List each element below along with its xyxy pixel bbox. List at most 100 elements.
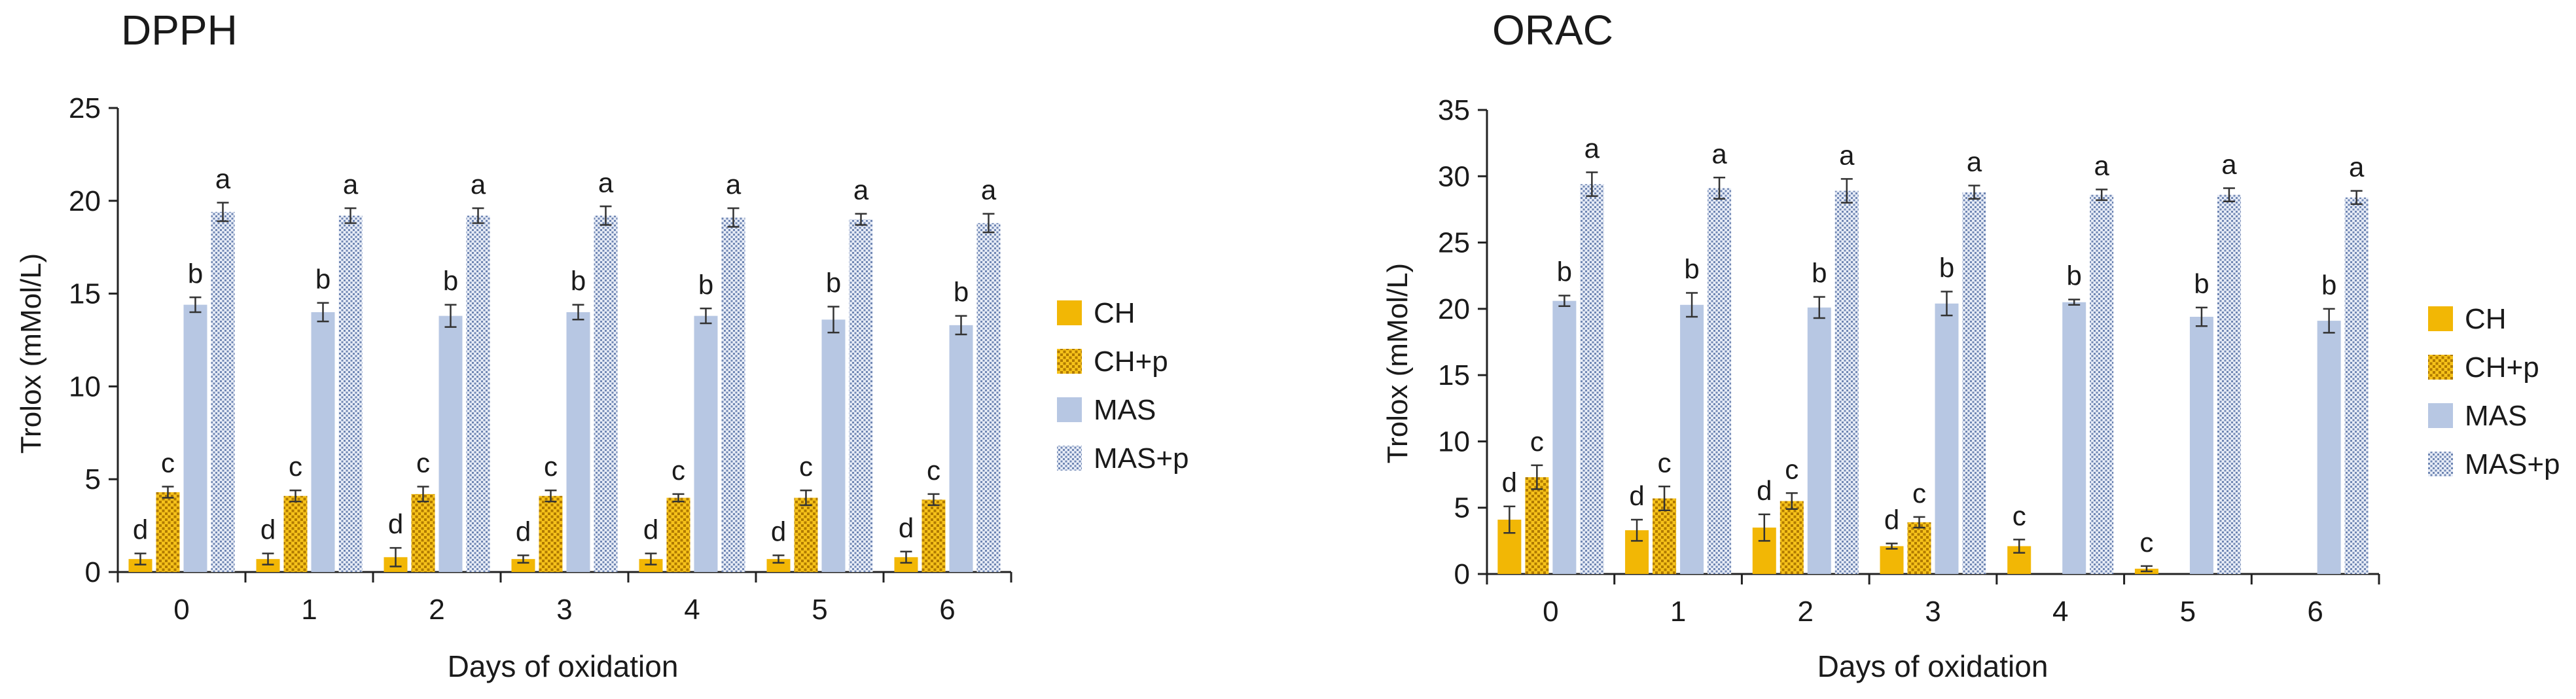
y-tick-label: 20 [69,185,101,217]
significance-label: d [1502,467,1517,498]
significance-label: b [188,258,203,289]
bar [1780,501,1804,574]
x-tick-label: 0 [173,594,189,626]
significance-label: b [1812,258,1827,289]
x-tick-label: 2 [429,594,444,626]
significance-label: c [671,455,685,486]
bar [311,312,335,572]
bar [1880,546,1904,574]
significance-label: c [416,448,430,478]
significance-label: b [315,264,331,295]
bar [1525,477,1549,574]
bar [128,559,152,572]
legend-swatch [1057,349,1082,374]
bar [1935,303,1959,574]
bar [539,495,563,572]
legend-label: CH [1094,297,1136,329]
significance-label: b [826,267,841,298]
y-tick-label: 0 [1454,558,1470,590]
x-tick-label: 5 [812,594,827,626]
significance-label: b [698,269,713,300]
bar [156,492,180,572]
significance-label: d [388,509,403,539]
significance-label: b [1684,254,1699,285]
chart-title: ORAC [1492,7,1613,54]
legend: CH CH+p MAS MAS+p [1057,297,1189,475]
bar [1552,300,1577,574]
legend-swatch [1057,300,1082,325]
bar [721,217,745,573]
significance-label: b [2194,268,2209,299]
legend-label: MAS+p [1094,442,1189,475]
legend-swatch [2428,355,2453,380]
significance-label: c [289,451,302,482]
significance-label: c [1530,426,1544,457]
bar [1962,192,1986,574]
legend-label: MAS [2465,400,2527,432]
bar [2217,194,2241,574]
significance-label: d [133,514,148,545]
bar [1907,522,1931,574]
significance-label: b [2321,270,2336,300]
y-tick-label: 5 [1454,492,1470,524]
significance-label: a [981,175,997,206]
x-axis-label: Days of oxidation [1817,649,2048,683]
legend-swatch [1057,397,1082,422]
significance-label: a [215,164,231,194]
x-tick-label: 6 [939,594,955,626]
legend: CH CH+p MAS MAS+p [2428,303,2560,480]
significance-label: d [260,514,276,545]
significance-label: b [443,266,458,296]
y-axis-label: Trolox (mMol/L) [1382,263,1414,463]
bar [1580,184,1604,574]
significance-label: d [1757,475,1772,506]
significance-label: c [544,451,558,482]
bar [949,325,973,572]
legend-swatch [2428,403,2453,428]
significance-label: a [853,175,869,206]
y-tick-label: 0 [85,556,101,588]
bar [411,493,435,572]
dpph-chart: DPPH Trolox (mMol/L) Days of oxidation 0… [15,7,1189,683]
significance-label: a [1584,133,1600,164]
bar [466,215,490,572]
bar [594,215,618,572]
legend-label: CH+p [2465,351,2539,384]
y-tick-label: 30 [1438,160,1470,192]
significance-label: c [2139,527,2153,558]
significance-label: a [1711,138,1727,169]
bar [211,211,235,572]
significance-label: d [899,512,914,543]
bar [183,304,207,572]
significance-label: d [1629,480,1644,511]
bar [894,557,918,572]
legend-label: CH [2465,303,2507,335]
x-tick-label: 3 [556,594,572,626]
significance-label: a [2349,152,2365,183]
significance-label: b [1557,257,1572,287]
significance-label: c [799,451,813,482]
y-axis-label: Trolox (mMol/L) [15,253,47,454]
bar [849,219,873,572]
x-tick-label: 2 [1798,596,1814,628]
bar [921,499,946,572]
significance-label: c [1658,447,1672,478]
bar [821,319,846,572]
bar [283,495,308,572]
x-tick-label: 1 [301,594,317,626]
legend-swatch [2428,452,2453,476]
bar [1834,190,1859,574]
y-tick-label: 10 [1438,425,1470,457]
significance-label: c [1912,478,1926,509]
bar [2090,194,2114,574]
y-tick-label: 15 [1438,359,1470,391]
significance-label: d [643,514,658,545]
bar [438,315,463,572]
significance-label: b [954,277,969,308]
x-axis-label: Days of oxidation [448,649,679,683]
significance-label: a [598,167,614,198]
significance-label: d [771,516,786,547]
bar [1680,304,1704,574]
